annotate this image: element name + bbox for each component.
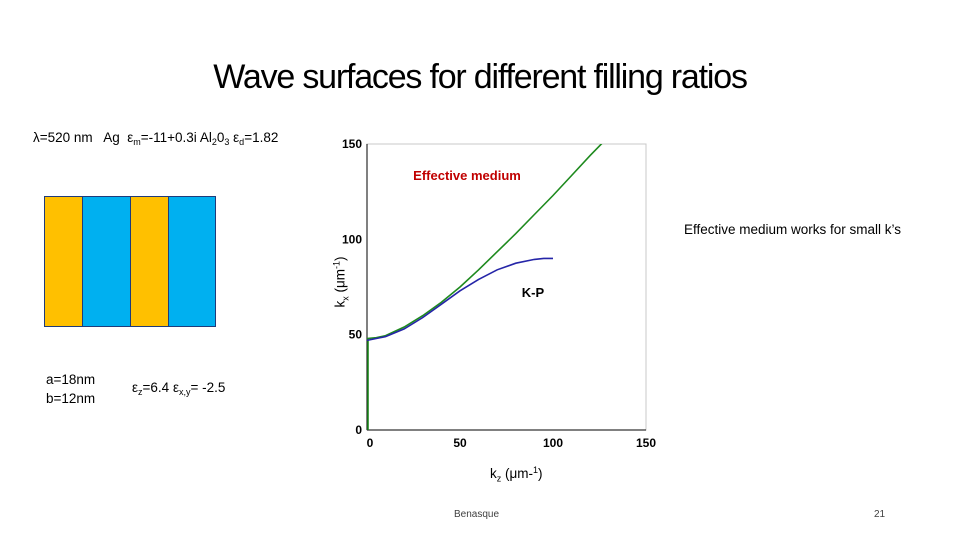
eps-z-symbol: ε — [132, 380, 139, 395]
material-parameters: λ=520 nm Ag εm=-11+0.3i Al203 εd=1.82 — [33, 130, 278, 147]
kp-curve — [366, 257, 553, 342]
y-tick-labels: 0 50 100 150 — [342, 137, 362, 437]
eps-xy-subscript: x,y — [178, 387, 191, 397]
x-tick-label: 0 — [367, 436, 374, 450]
x-tick-label: 100 — [543, 436, 563, 450]
dimension-a: a=18nm — [46, 372, 96, 387]
eps-m-subscript: m — [133, 137, 141, 147]
effective-permittivity: εz=6.4 εx,y= -2.5 — [132, 380, 225, 397]
eps-d-value: =1.82 — [244, 130, 279, 145]
layer-dimensions: a=18nm b=12nm — [46, 370, 95, 408]
x-tick-label: 50 — [453, 436, 467, 450]
oxygen-subscript: 3 — [224, 137, 230, 147]
eps-m-value: =-11+0.3i — [140, 130, 197, 145]
x-tick-label: 150 — [636, 436, 656, 450]
dielectric-label: Al — [199, 130, 212, 145]
effective-medium-label: Effective medium — [413, 168, 521, 183]
footer-text: Benasque — [454, 509, 500, 520]
x-axis-label: kz (μm-1) — [490, 465, 543, 484]
effective-medium-note: Effective medium works for small k’s — [684, 222, 902, 237]
kp-label: K-P — [522, 285, 545, 300]
al-subscript: 2 — [211, 137, 217, 147]
y-tick-label: 100 — [342, 232, 362, 246]
eps-d-subscript: d — [239, 137, 245, 147]
eps-z-subscript: z — [138, 387, 143, 397]
eps-xy-symbol: ε — [172, 380, 179, 395]
eps-d-symbol: ε — [233, 130, 240, 145]
oxygen-label: 0 — [216, 130, 225, 145]
x-tick-labels: 0 50 100 150 — [367, 436, 657, 450]
series-lines — [366, 144, 603, 430]
y-tick-label: 0 — [355, 423, 362, 437]
eps-xy-value: = -2.5 — [190, 380, 226, 395]
y-tick-label: 50 — [349, 328, 363, 342]
layer-metal-1 — [44, 196, 83, 327]
wavelength-label: λ=520 nm — [33, 130, 93, 145]
y-tick-label: 150 — [342, 137, 362, 151]
eps-m-symbol: ε — [127, 130, 134, 145]
x-axis-label-sup: 1 — [533, 465, 539, 475]
effective-medium-curve — [366, 144, 603, 340]
x-axis-label-sub: z — [496, 473, 502, 484]
page-number: 21 — [874, 509, 886, 520]
x-axis-label-unit: (μm- — [501, 466, 534, 481]
x-axis-label-end: ) — [538, 466, 543, 481]
layer-metal-2 — [130, 196, 169, 327]
slide-title: Wave surfaces for different filling rati… — [213, 58, 748, 96]
layer-dielectric-2 — [168, 196, 216, 327]
dimension-b: b=12nm — [46, 391, 96, 406]
x-axis-label-main: k — [490, 466, 497, 481]
eps-z-value: =6.4 — [142, 380, 173, 395]
plot-frame — [366, 143, 647, 431]
metal-label: Ag — [103, 130, 120, 145]
